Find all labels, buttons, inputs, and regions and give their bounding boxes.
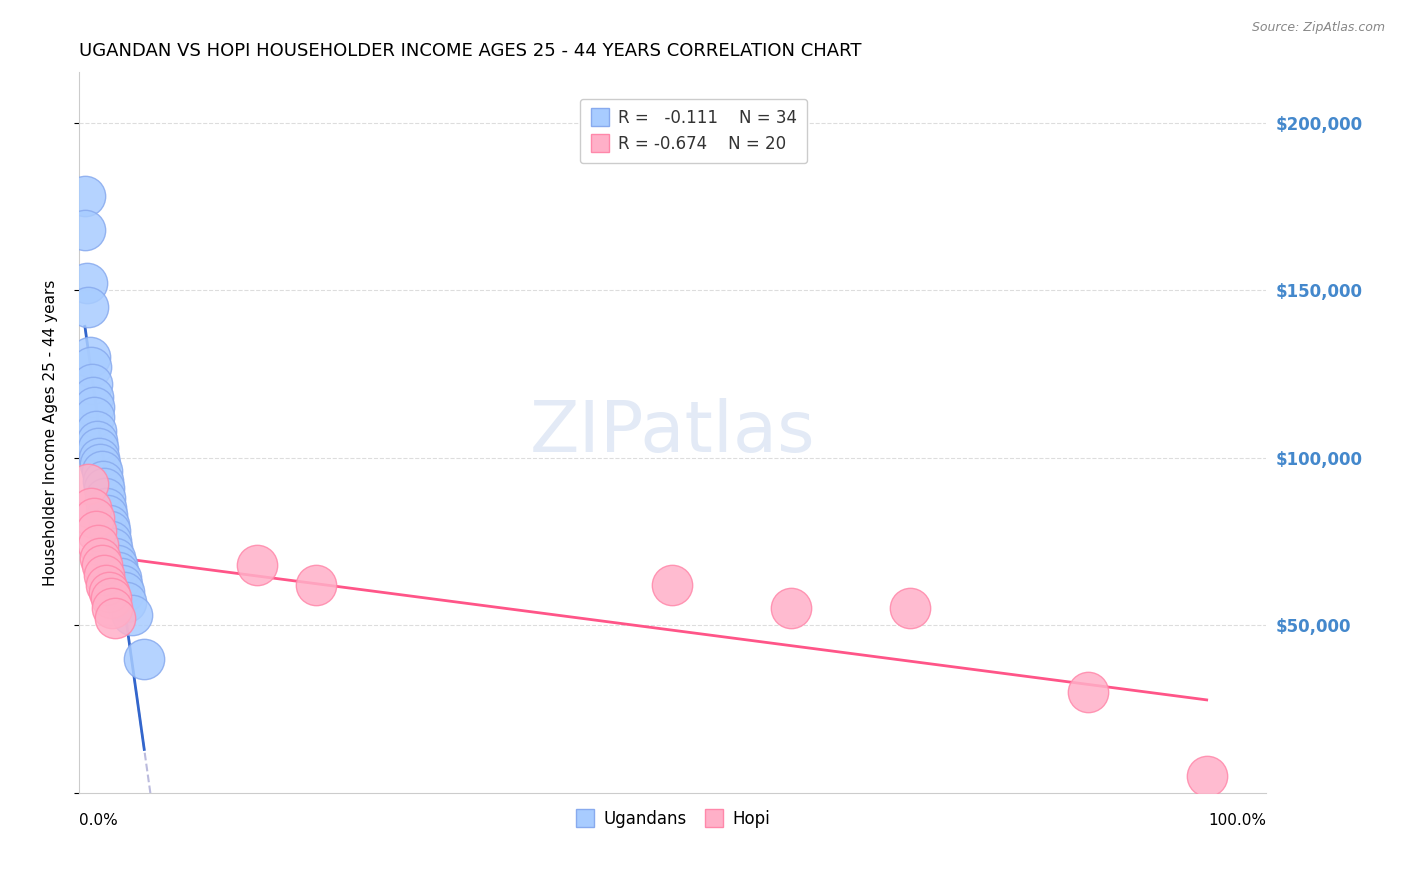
Point [83, 401, 105, 415]
Point [110, 571, 132, 585]
Point [780, 601, 803, 615]
Point [105, 558, 128, 572]
Point [87, 538, 110, 552]
Point [101, 541, 124, 555]
Point [101, 601, 124, 615]
Point [77, 300, 100, 314]
Point [89, 450, 111, 465]
Point [86, 434, 108, 448]
Point [96, 578, 118, 592]
Point [103, 611, 125, 625]
Point [96, 500, 118, 515]
Point [100, 534, 122, 549]
Point [1077, 685, 1099, 699]
Point [246, 558, 269, 572]
Point [111, 578, 134, 592]
Point [107, 565, 129, 579]
Point [1195, 769, 1218, 783]
Point [103, 551, 125, 566]
Text: ZIPatlas: ZIPatlas [530, 398, 815, 467]
Point [134, 651, 156, 665]
Point [80, 376, 103, 391]
Point [73, 223, 96, 237]
Point [82, 390, 104, 404]
Point [79, 350, 101, 364]
Text: UGANDAN VS HOPI HOUSEHOLDER INCOME AGES 25 - 44 YEARS CORRELATION CHART: UGANDAN VS HOPI HOUSEHOLDER INCOME AGES … [79, 42, 862, 60]
Point [89, 551, 111, 566]
Point [80, 500, 103, 515]
Point [305, 578, 328, 592]
Point [97, 517, 120, 532]
Point [84, 424, 107, 438]
Point [77, 477, 100, 491]
Point [96, 508, 118, 522]
Point [98, 524, 121, 539]
Point [94, 491, 117, 505]
Point [87, 441, 110, 455]
Point [93, 568, 115, 582]
Text: 0.0%: 0.0% [79, 814, 118, 828]
Legend: Ugandans, Hopi: Ugandans, Hopi [568, 804, 776, 835]
Point [93, 481, 115, 495]
Point [115, 595, 138, 609]
Point [90, 464, 112, 478]
Point [76, 277, 98, 291]
Point [100, 591, 122, 606]
Point [112, 584, 135, 599]
Y-axis label: Householder Income Ages 25 - 44 years: Householder Income Ages 25 - 44 years [44, 279, 58, 586]
Point [84, 524, 107, 539]
Point [83, 511, 105, 525]
Text: Source: ZipAtlas.com: Source: ZipAtlas.com [1251, 21, 1385, 34]
Point [89, 458, 111, 472]
Point [90, 558, 112, 572]
Point [121, 608, 143, 623]
Point [80, 360, 103, 375]
Point [97, 584, 120, 599]
Point [91, 474, 114, 488]
Point [898, 601, 921, 615]
Point [73, 189, 96, 203]
Point [83, 410, 105, 425]
Text: 100.0%: 100.0% [1208, 814, 1265, 828]
Point [661, 578, 683, 592]
